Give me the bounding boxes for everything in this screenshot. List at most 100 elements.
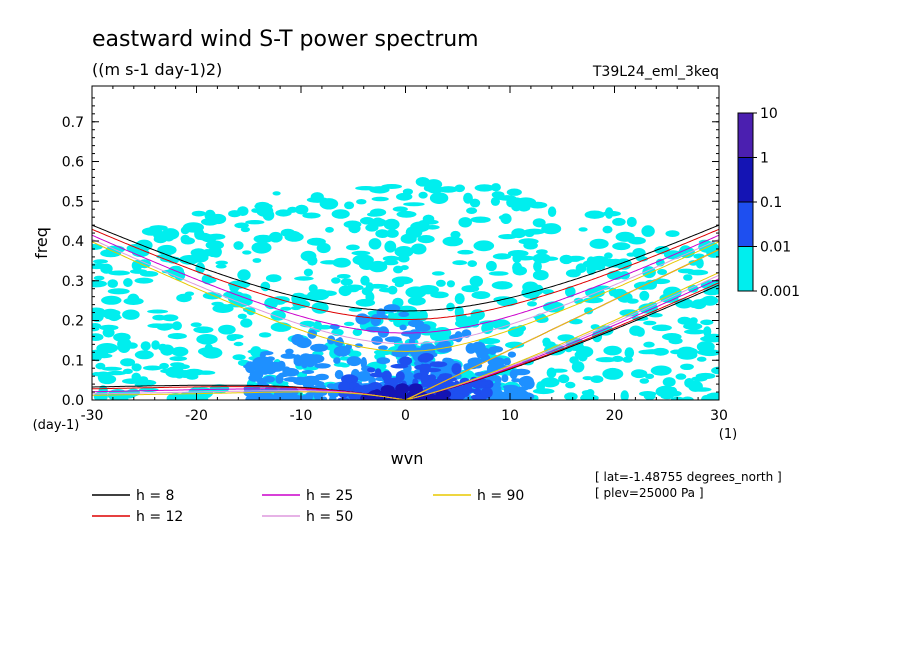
spectral-blob [375, 229, 390, 239]
dispersion-curves [92, 224, 719, 400]
spectral-blob [386, 229, 399, 238]
spectral-blob [160, 344, 175, 356]
spectral-blob [184, 368, 205, 376]
spectral-blob [478, 338, 501, 345]
spectral-blob [310, 343, 329, 352]
spectral-blob [307, 255, 318, 266]
spectral-blob [287, 206, 298, 213]
y-tick-label: 0.1 [62, 353, 84, 369]
spectral-blob [698, 297, 714, 305]
spectral-blob [519, 375, 534, 387]
spectral-blob [512, 253, 522, 264]
spectral-blob [602, 225, 613, 234]
spectral-blob [333, 345, 351, 357]
spectral-blob [534, 313, 547, 324]
spectral-blob [333, 357, 341, 364]
spectral-blob [680, 363, 694, 370]
spectral-blob [346, 356, 362, 367]
spectral-blob [451, 363, 462, 375]
spectral-blob [503, 357, 511, 366]
spectral-blob [492, 253, 512, 260]
spectral-blob [373, 389, 381, 395]
spectral-blob [462, 388, 470, 397]
spectral-blob [382, 255, 400, 262]
spectral-blob [471, 291, 491, 300]
spectral-blob [212, 304, 234, 313]
spectral-blob [348, 223, 361, 234]
spectral-blob [254, 203, 273, 210]
spectral-blob [419, 354, 433, 361]
y-unit-label: (day-1) [33, 418, 80, 433]
spectral-blob [336, 274, 351, 279]
spectral-blob [582, 260, 594, 268]
spectral-blob [282, 367, 300, 377]
spectral-blob [463, 363, 471, 372]
spectral-blob [571, 361, 585, 373]
spectral-blob [446, 302, 455, 312]
spectral-blob [264, 364, 277, 375]
spectral-blob [627, 236, 646, 245]
colorbar-swatch [737, 246, 754, 292]
y-tick-label: 0.4 [62, 234, 84, 250]
spectral-blob [612, 242, 631, 251]
spectral-blob [515, 197, 537, 207]
spectral-blob [654, 246, 670, 255]
spectral-blob [218, 324, 236, 335]
axes: -30 -20 -10 0 10 20 30 0.0 0.1 0.2 0.3 0.4 0.5 0.6 0.7 [62, 86, 728, 424]
spectral-blob [665, 230, 680, 238]
spectral-blob [406, 391, 419, 398]
spectral-blob [511, 378, 522, 383]
spectral-blob [705, 394, 718, 400]
spectral-blob [639, 290, 650, 301]
spectral-blob [490, 183, 501, 192]
spectral-blob [352, 328, 363, 337]
spectral-blob [233, 241, 244, 250]
spectral-blob [696, 356, 707, 362]
curve-h8-gravity [92, 224, 719, 312]
colorbar-swatch [737, 112, 754, 158]
spectral-blob [201, 218, 219, 226]
x-tick-label: 30 [710, 408, 728, 424]
spectral-blob [491, 281, 513, 290]
y-axis-label: freq [32, 227, 51, 259]
spectral-blob [196, 232, 212, 241]
spectral-blob [96, 343, 119, 354]
spectral-blob [622, 356, 633, 363]
spectral-blob [626, 252, 636, 257]
spectral-blob [407, 319, 425, 328]
spectral-blob [536, 249, 548, 255]
spectral-blob [687, 284, 699, 293]
spectral-blob [518, 238, 539, 245]
spectral-blob [180, 226, 190, 235]
curve-h90-mrg [405, 272, 719, 400]
spectral-blob [584, 210, 605, 219]
spectral-blob [590, 375, 604, 384]
spectral-blob [417, 285, 440, 295]
spectral-blob [650, 365, 672, 376]
legend-label-h90: h = 90 [477, 488, 524, 504]
spectral-blob [595, 357, 617, 363]
spectral-blob [251, 208, 262, 213]
spectral-blob [643, 320, 657, 326]
spectral-blob [237, 313, 247, 319]
spectral-blob [403, 202, 425, 207]
spectral-blob [339, 363, 350, 368]
spectral-blob [122, 378, 142, 385]
spectral-blob [532, 270, 549, 281]
spectral-blob [431, 271, 445, 276]
spectral-blob [237, 269, 251, 281]
spectral-blob [655, 385, 676, 398]
spectral-blob [394, 246, 414, 258]
spectral-blob [418, 191, 428, 199]
spectral-blob [675, 298, 694, 309]
spectral-blob [612, 217, 626, 226]
spectral-blob [604, 252, 613, 259]
spectral-blob [568, 318, 583, 325]
spectral-blob [547, 304, 559, 312]
plev-note: [ plev=25000 Pa ] [595, 486, 704, 500]
spectral-blob [316, 324, 332, 330]
spectral-blob [122, 309, 140, 320]
spectral-blob [479, 320, 500, 326]
spectral-blob [153, 235, 168, 244]
